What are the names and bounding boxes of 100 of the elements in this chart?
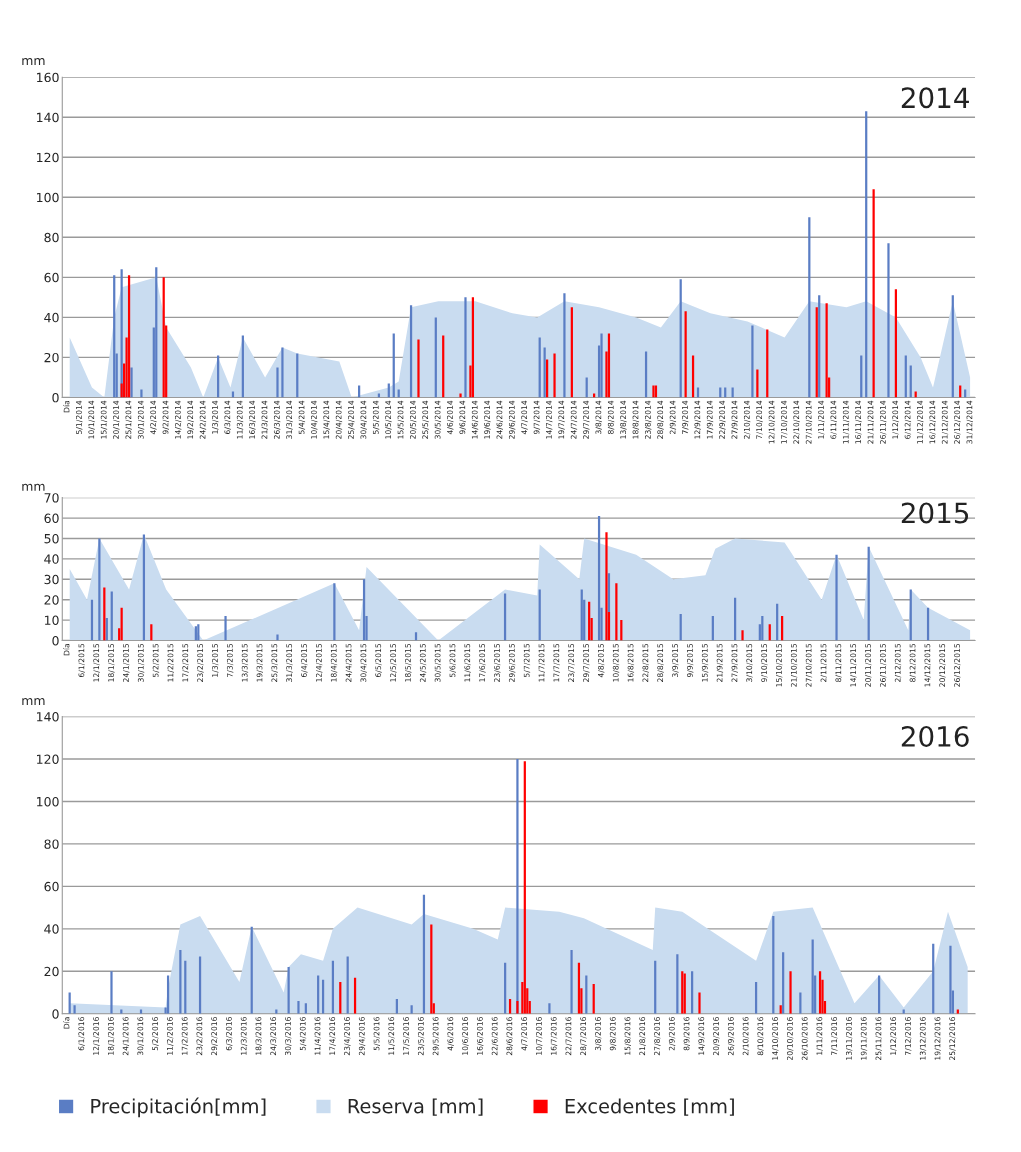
- bar: [471, 297, 475, 398]
- bar: [224, 616, 227, 641]
- bar: [442, 335, 445, 398]
- bar: [679, 279, 682, 398]
- y-tick-label: 20: [44, 595, 59, 605]
- legend-label: Precipitación[mm]: [91, 1097, 266, 1118]
- bar: [548, 1003, 551, 1014]
- y-tick-label: 10: [44, 615, 59, 626]
- bar: [98, 538, 101, 641]
- chart-title: 2014: [901, 87, 969, 109]
- y-tick-label: 120: [37, 754, 59, 764]
- bar: [103, 587, 106, 641]
- bar: [409, 305, 413, 398]
- bar: [553, 353, 556, 398]
- bar: [241, 335, 244, 398]
- bar: [297, 1001, 300, 1014]
- bar: [110, 971, 113, 1014]
- bar: [872, 189, 875, 398]
- y-axis-title: mm: [22, 57, 45, 65]
- bar: [417, 339, 420, 398]
- legend-label: Reserva [mm]: [348, 1098, 483, 1116]
- y-axis-title: mm: [22, 698, 45, 706]
- bar: [281, 347, 284, 398]
- y-tick-label: 0: [52, 635, 59, 646]
- bar: [607, 333, 611, 398]
- y-tick-label: 60: [44, 881, 59, 892]
- bar: [362, 579, 366, 641]
- y-tick-label: 120: [37, 152, 59, 163]
- y-tick-label: 50: [44, 533, 59, 544]
- y-tick-label: 160: [37, 72, 59, 83]
- bar: [434, 317, 437, 398]
- bar: [387, 383, 390, 398]
- bar: [808, 217, 811, 398]
- bar: [333, 583, 336, 641]
- bar: [543, 347, 546, 398]
- bar: [825, 303, 828, 398]
- y-tick-label: 80: [44, 839, 59, 849]
- bar: [724, 387, 727, 398]
- bar: [538, 337, 541, 398]
- y-tick-label: 0: [52, 1009, 59, 1019]
- bar: [894, 289, 898, 398]
- bar: [155, 267, 158, 398]
- bar: [615, 583, 618, 641]
- bar: [751, 325, 754, 398]
- bar: [346, 956, 349, 1014]
- bar: [789, 971, 792, 1014]
- bar: [731, 387, 734, 398]
- bar: [644, 351, 648, 398]
- bar: [914, 391, 917, 398]
- y-axis-title: mm: [22, 483, 45, 491]
- bar: [231, 391, 235, 398]
- y-tick-label: 40: [44, 312, 59, 323]
- bar: [563, 293, 566, 398]
- chart-title: 2015: [901, 502, 969, 524]
- bar: [570, 950, 573, 1014]
- y-tick-label: 30: [44, 574, 59, 585]
- y-tick-label: 80: [44, 232, 59, 243]
- y-tick-label: 40: [44, 924, 59, 934]
- y-tick-label: 20: [44, 352, 59, 363]
- bar: [198, 956, 202, 1014]
- y-tick-label: 0: [52, 392, 59, 403]
- bar: [835, 554, 838, 641]
- bar: [684, 311, 687, 398]
- bar: [464, 297, 467, 398]
- bar: [951, 295, 954, 398]
- bar: [698, 992, 701, 1014]
- legend-label: Excedentes [mm]: [565, 1098, 734, 1116]
- bar: [130, 367, 133, 398]
- chart-title: 2016: [901, 725, 969, 747]
- bar: [127, 275, 131, 398]
- y-tick-label: 60: [44, 272, 59, 283]
- y-tick-label: 40: [44, 554, 59, 564]
- bar: [600, 333, 603, 398]
- bar: [949, 945, 952, 1014]
- bar: [516, 1001, 519, 1014]
- bar: [811, 939, 814, 1014]
- bar: [909, 365, 912, 398]
- bar: [523, 761, 526, 1014]
- bar: [696, 387, 700, 398]
- y-tick-label: 20: [44, 966, 59, 977]
- bar: [73, 1005, 76, 1014]
- bar: [459, 393, 462, 398]
- bar: [719, 387, 722, 398]
- bar: [142, 534, 146, 641]
- bar: [276, 634, 279, 641]
- bar: [570, 307, 573, 398]
- bar: [815, 307, 818, 398]
- bar: [422, 894, 426, 1014]
- bar: [772, 916, 775, 1014]
- y-tick-label: 140: [37, 712, 59, 722]
- y-tick-label: 60: [44, 513, 59, 523]
- bar: [113, 275, 116, 398]
- y-tick-label: 100: [37, 796, 59, 807]
- bar: [818, 295, 821, 398]
- bar: [782, 952, 785, 1014]
- bar: [162, 277, 165, 398]
- bar: [741, 630, 744, 641]
- bar: [605, 532, 608, 641]
- bar: [887, 243, 890, 398]
- bar: [756, 369, 759, 398]
